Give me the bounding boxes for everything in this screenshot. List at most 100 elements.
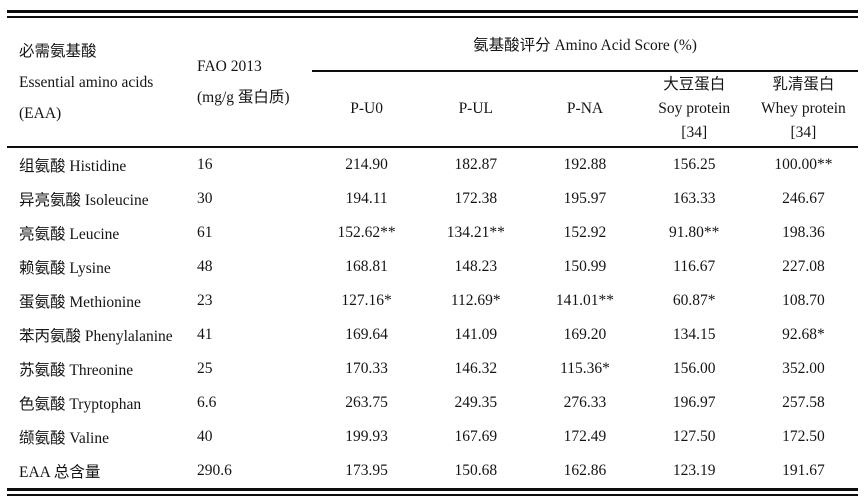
pul-line2: P-UL xyxy=(458,100,494,117)
amino-acid-name-cell: 亮氨酸 Leucine xyxy=(19,226,120,243)
score-group-underline xyxy=(312,70,858,72)
pu0-line2: P-U0 xyxy=(350,100,383,117)
column-header-fao: FAO 2013 (mg/g 蛋白质) xyxy=(190,18,312,146)
score-cell-pul: 182.87 xyxy=(454,156,498,173)
fao-value-cell: 23 xyxy=(197,292,213,309)
score-cell-pu0: 127.16* xyxy=(341,292,392,309)
table-body: 组氨酸 Histidine 16 214.90 182.87 192.88 15… xyxy=(7,148,858,488)
amino-acid-score-table: 必需氨基酸 Essential amino acids (EAA) FAO 20… xyxy=(7,10,858,496)
fao-value-cell: 16 xyxy=(197,156,213,173)
soy-line-cn: 大豆蛋白 xyxy=(663,76,726,93)
score-cell-soy: 196.97 xyxy=(672,394,716,411)
table-row: 赖氨酸 Lysine 48 168.81 148.23 150.99 116.6… xyxy=(7,250,858,284)
score-cell-whey: 92.68* xyxy=(782,326,825,343)
score-cell-whey: 100.00** xyxy=(774,156,833,173)
score-cell-pu0: 168.81 xyxy=(345,258,388,275)
column-header-soy-protein: 大豆蛋白 Soy protein [34] xyxy=(640,72,749,146)
soy-line-en: Soy protein xyxy=(658,100,731,117)
amino-acid-name-cell: 赖氨酸 Lysine xyxy=(19,260,111,277)
table-row: 组氨酸 Histidine 16 214.90 182.87 192.88 15… xyxy=(7,148,858,182)
score-cell-pna: 192.88 xyxy=(563,156,607,173)
fao-value-cell: 61 xyxy=(197,224,213,241)
fao-value-cell: 48 xyxy=(197,258,213,275)
table-row: 亮氨酸 Leucine 61 152.62** 134.21** 152.92 … xyxy=(7,216,858,250)
score-cell-soy: 163.33 xyxy=(672,190,716,207)
score-cell-pul: 134.21** xyxy=(446,224,505,241)
score-cell-whey: 198.36 xyxy=(782,224,825,241)
amino-acid-name-cell: 苏氨酸 Threonine xyxy=(19,362,134,379)
column-header-eaa: 必需氨基酸 Essential amino acids (EAA) xyxy=(7,18,190,146)
whey-line-en: Whey protein xyxy=(760,100,846,117)
score-cell-pna: 152.92 xyxy=(563,224,607,241)
amino-acid-name-cell: 蛋氨酸 Methionine xyxy=(19,294,141,311)
score-cell-soy: 156.00 xyxy=(672,360,716,377)
amino-acid-name-cell: 缬氨酸 Valine xyxy=(19,430,109,447)
score-cell-pu0: 194.11 xyxy=(345,190,388,207)
score-cell-pul: 112.69* xyxy=(450,292,501,309)
score-cell-pna: 195.97 xyxy=(563,190,607,207)
score-cell-pna: 150.99 xyxy=(563,258,607,275)
score-cell-soy: 127.50 xyxy=(672,428,716,445)
score-cell-soy: 134.15 xyxy=(672,326,716,343)
table-row: 缬氨酸 Valine 40 199.93 167.69 172.49 127.5… xyxy=(7,420,858,454)
table-row: EAA 总含量 290.6 173.95 150.68 162.86 123.1… xyxy=(7,454,858,488)
column-header-whey-protein: 乳清蛋白 Whey protein [34] xyxy=(749,72,858,146)
score-cell-pna: 172.49 xyxy=(563,428,607,445)
score-cell-whey: 227.08 xyxy=(782,258,825,275)
score-cell-pu0: 152.62** xyxy=(337,224,396,241)
fao-value-cell: 6.6 xyxy=(197,394,217,411)
score-cell-soy: 156.25 xyxy=(672,156,716,173)
table-row: 蛋氨酸 Methionine 23 127.16* 112.69* 141.01… xyxy=(7,284,858,318)
score-cell-pu0: 173.95 xyxy=(345,462,388,479)
score-cell-whey: 352.00 xyxy=(782,360,825,377)
score-cell-soy: 116.67 xyxy=(673,258,716,275)
amino-acid-name-cell: EAA 总含量 xyxy=(19,464,101,481)
score-cell-pul: 141.09 xyxy=(454,326,498,343)
score-cell-pul: 148.23 xyxy=(454,258,498,275)
whey-line-cn: 乳清蛋白 xyxy=(772,76,835,93)
score-subheaders: P-U0 P-UL P-NA 大豆蛋白 Soy protein [34] xyxy=(312,72,858,146)
soy-line-ref: [34] xyxy=(681,124,708,141)
score-cell-whey: 108.70 xyxy=(782,292,825,309)
score-group-title: 氨基酸评分 Amino Acid Score (%) xyxy=(473,37,697,54)
header-bottom-rule xyxy=(7,146,858,148)
score-cell-pu0: 170.33 xyxy=(345,360,388,377)
score-cell-pu0: 263.75 xyxy=(345,394,388,411)
fao-value-cell: 25 xyxy=(197,360,213,377)
whey-line-ref: [34] xyxy=(790,124,817,141)
pna-line2: P-NA xyxy=(566,100,604,117)
amino-acid-name-cell: 苯丙氨酸 Phenylalanine xyxy=(19,328,173,345)
score-cell-soy: 60.87* xyxy=(672,292,716,309)
score-cell-pna: 115.36* xyxy=(560,360,610,377)
score-cell-pul: 146.32 xyxy=(454,360,498,377)
score-cell-pu0: 169.64 xyxy=(345,326,388,343)
score-cell-pna: 141.01** xyxy=(555,292,615,309)
amino-acid-name-cell: 色氨酸 Tryptophan xyxy=(19,396,142,413)
amino-acid-name-cell: 异亮氨酸 Isoleucine xyxy=(19,192,149,209)
score-cell-pna: 162.86 xyxy=(563,462,607,479)
score-cell-whey: 191.67 xyxy=(782,462,825,479)
table-header: 必需氨基酸 Essential amino acids (EAA) FAO 20… xyxy=(7,18,858,146)
table-row: 异亮氨酸 Isoleucine 30 194.11 172.38 195.97 … xyxy=(7,182,858,216)
score-cell-whey: 257.58 xyxy=(782,394,825,411)
fao-value-cell: 290.6 xyxy=(197,462,232,479)
table-row: 苯丙氨酸 Phenylalanine 41 169.64 141.09 169.… xyxy=(7,318,858,352)
score-cell-pu0: 199.93 xyxy=(345,428,388,445)
table-row: 苏氨酸 Threonine 25 170.33 146.32 115.36* 1… xyxy=(7,352,858,386)
table-top-rule xyxy=(7,10,858,18)
score-cell-soy: 91.80** xyxy=(669,224,720,241)
score-cell-soy: 123.19 xyxy=(672,462,716,479)
column-header-pna: P-NA xyxy=(530,72,639,146)
score-cell-pul: 150.68 xyxy=(454,462,498,479)
fao-header-line2: (mg/g 蛋白质) xyxy=(197,89,290,106)
column-header-pul: P-UL xyxy=(421,72,530,146)
table-bottom-rule xyxy=(7,488,858,496)
score-cell-pna: 169.20 xyxy=(563,326,607,343)
fao-value-cell: 41 xyxy=(197,326,213,343)
table-row: 色氨酸 Tryptophan 6.6 263.75 249.35 276.33 … xyxy=(7,386,858,420)
amino-acid-name-cell: 组氨酸 Histidine xyxy=(19,158,127,175)
score-cell-pna: 276.33 xyxy=(563,394,607,411)
score-cell-whey: 246.67 xyxy=(782,190,825,207)
fao-value-cell: 30 xyxy=(197,190,213,207)
score-group-header: 氨基酸评分 Amino Acid Score (%) P-U0 P-UL P-N… xyxy=(312,18,858,146)
